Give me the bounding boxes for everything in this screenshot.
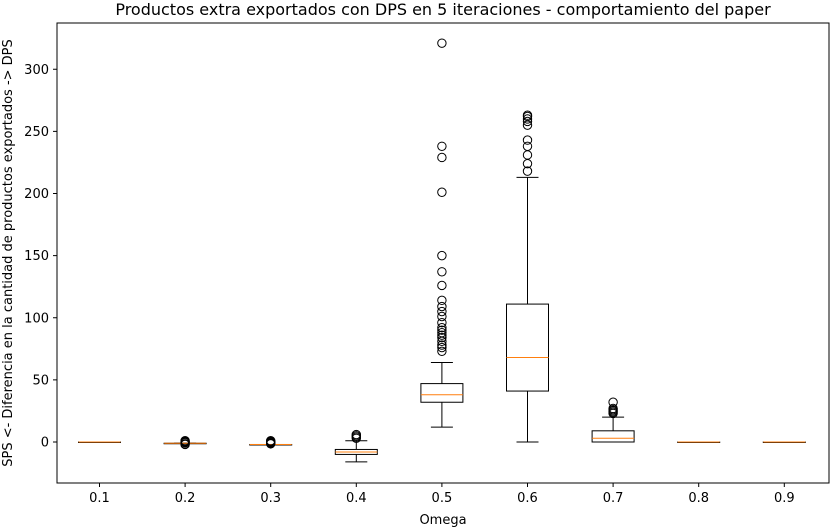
- box-0-6: [506, 110, 549, 443]
- iqr-box: [420, 383, 464, 403]
- outlier-point: [522, 166, 533, 176]
- outlier-point: [437, 322, 447, 333]
- outlier-point: [437, 340, 447, 350]
- outlier-point: [522, 110, 533, 120]
- box-0-9: [762, 441, 806, 443]
- x-tick-label: 0.2: [175, 491, 196, 506]
- x-tick-label: 0.1: [89, 491, 110, 506]
- plot-area: [56, 22, 830, 484]
- outlier-point: [437, 311, 447, 322]
- outlier-point: [437, 330, 447, 340]
- outlier-point: [522, 141, 533, 151]
- outlier-point: [437, 327, 447, 338]
- x-tick-label: 0.8: [688, 491, 709, 506]
- y-tick-label: 100: [24, 311, 49, 326]
- outlier-point: [437, 346, 447, 356]
- y-tick-label: 150: [24, 249, 49, 264]
- box-series: [78, 38, 806, 463]
- box-0-5: [420, 38, 464, 428]
- y-tick-label: 0: [41, 436, 49, 451]
- outlier-point: [180, 436, 190, 446]
- box-0-1: [78, 441, 121, 443]
- outlier-point: [522, 135, 533, 145]
- outlier-point: [437, 318, 447, 328]
- plot-frame: [56, 22, 830, 484]
- x-tick-label: 0.4: [346, 491, 367, 506]
- outlier-point: [437, 141, 447, 151]
- outlier-point: [522, 116, 533, 127]
- outlier-point: [608, 397, 618, 407]
- box-0-2: [163, 436, 207, 450]
- x-tick-label: 0.7: [603, 491, 624, 506]
- box-0-3: [249, 436, 293, 449]
- x-axis: 0.1 0.2 0.3 0.4 0.5 0.6 0.7 0.8 0.9: [89, 483, 795, 506]
- outlier-point: [266, 436, 276, 446]
- outlier-point: [437, 280, 447, 291]
- iqr-box: [506, 303, 549, 392]
- x-axis-label: Omega: [419, 513, 466, 527]
- outlier-point: [437, 250, 447, 261]
- x-tick-label: 0.5: [432, 491, 453, 506]
- outlier-point: [437, 295, 447, 306]
- box-0-8: [677, 441, 721, 443]
- y-tick-label: 200: [24, 187, 49, 202]
- outlier-point: [522, 150, 533, 160]
- outlier-point: [437, 342, 447, 353]
- chart-title: Productos extra exportados con DPS en 5 …: [115, 0, 771, 19]
- y-axis: 0 50 100 150 200 250 300: [24, 63, 57, 451]
- outlier-point: [437, 306, 447, 317]
- y-tick-label: 250: [24, 125, 49, 140]
- y-tick-label: 300: [24, 63, 49, 78]
- outlier-point: [437, 267, 447, 277]
- outlier-point: [437, 325, 447, 335]
- box-0-7: [591, 397, 635, 443]
- outlier-point: [522, 114, 533, 124]
- outlier-point: [608, 403, 618, 414]
- iqr-box: [591, 430, 635, 443]
- box-0-4: [334, 429, 378, 463]
- x-tick-label: 0.3: [260, 491, 281, 506]
- y-tick-label: 50: [32, 373, 49, 388]
- x-tick-label: 0.6: [517, 491, 538, 506]
- y-axis-label: SPS <- Diferencia en la cantidad de prod…: [1, 39, 16, 467]
- x-tick-label: 0.9: [774, 491, 795, 506]
- outlier-point: [437, 332, 447, 343]
- outlier-point: [437, 38, 447, 48]
- outlier-point: [351, 429, 361, 440]
- outlier-point: [437, 152, 447, 163]
- outlier-point: [437, 301, 447, 312]
- outlier-point: [437, 187, 447, 197]
